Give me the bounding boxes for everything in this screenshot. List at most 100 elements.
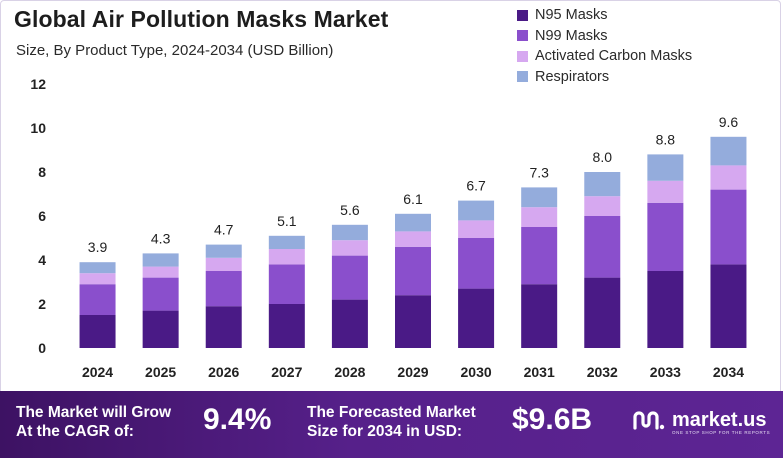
- bar-segment: [395, 231, 431, 247]
- bar-segment: [584, 196, 621, 216]
- x-tick-label: 2027: [271, 364, 302, 380]
- forecast-label-line2: Size for 2034 in USD:: [307, 423, 463, 440]
- legend-item-activated-carbon: Activated Carbon Masks: [517, 46, 692, 67]
- bar-segment: [584, 277, 621, 348]
- bar-segment: [521, 207, 558, 227]
- y-tick-label: 6: [38, 208, 46, 224]
- bar-total-label: 8.8: [656, 131, 676, 147]
- bar-segment: [79, 315, 116, 348]
- x-tick-label: 2030: [461, 364, 492, 380]
- legend-swatch-n99: [517, 30, 528, 42]
- bar-segment: [521, 227, 558, 285]
- legend-label-n99: N99 Masks: [535, 27, 608, 44]
- y-tick-label: 12: [30, 76, 46, 92]
- bar-segment: [458, 200, 495, 221]
- bar-segment: [331, 240, 368, 256]
- bar-segment: [647, 202, 684, 271]
- bar-segment: [205, 257, 242, 271]
- bar-segment: [584, 216, 621, 278]
- bar-segment: [458, 220, 495, 238]
- bar-segment: [268, 249, 305, 265]
- brand-name: market.us: [672, 409, 767, 431]
- bar-segment: [647, 180, 684, 203]
- legend-label-n95: N95 Masks: [535, 7, 608, 24]
- bar-segment: [268, 235, 305, 249]
- y-tick-label: 8: [38, 164, 46, 180]
- footer-banner: The Market will Grow At the CAGR of: 9.4…: [0, 391, 783, 458]
- brand-tagline: ONE STOP SHOP FOR THE REPORTS: [672, 430, 771, 435]
- x-tick-label: 2029: [397, 364, 428, 380]
- bar-segment: [395, 213, 431, 232]
- bar-segment: [710, 189, 747, 265]
- x-tick-label: 2025: [145, 364, 176, 380]
- bar-total-label: 6.1: [403, 191, 423, 207]
- bar-segment: [142, 310, 179, 348]
- bar-segment: [142, 253, 179, 267]
- bar-segment: [331, 299, 368, 348]
- cagr-label: The Market will Grow At the CAGR of:: [16, 403, 171, 441]
- bar-segment: [647, 271, 684, 348]
- bar-segment: [521, 284, 558, 348]
- bar-segment: [79, 284, 116, 315]
- bar-segment: [142, 277, 179, 311]
- bar-segment: [647, 154, 684, 181]
- y-tick-label: 2: [38, 296, 46, 312]
- forecast-value: $9.6B: [512, 403, 593, 436]
- forecast-label-line1: The Forecasted Market: [307, 404, 476, 421]
- bar-segment: [521, 187, 558, 208]
- bar-segment: [710, 165, 747, 190]
- bar-segment: [395, 295, 431, 348]
- bar-segment: [79, 273, 116, 285]
- legend-item-n95: N95 Masks: [517, 5, 692, 26]
- bar-segment: [331, 255, 368, 300]
- legend-swatch-activated-carbon: [517, 50, 528, 62]
- bar-total-label: 5.1: [277, 213, 297, 229]
- brand-logo[interactable]: market.us ONE STOP SHOP FOR THE REPORTS: [632, 408, 771, 435]
- legend-swatch-respirators: [517, 71, 528, 83]
- x-tick-label: 2026: [208, 364, 239, 380]
- chart-subtitle: Size, By Product Type, 2024-2034 (USD Bi…: [16, 42, 334, 59]
- bar-segment: [458, 238, 495, 289]
- legend-label-activated-carbon: Activated Carbon Masks: [535, 48, 693, 65]
- y-tick-label: 0: [38, 340, 46, 356]
- bar-segment: [205, 244, 242, 258]
- bar-segment: [331, 224, 368, 241]
- x-tick-label: 2028: [334, 364, 365, 380]
- legend-item-respirators: Respirators: [517, 67, 692, 88]
- chart-title: Global Air Pollution Masks Market: [14, 6, 389, 32]
- legend-label-respirators: Respirators: [535, 68, 610, 85]
- y-tick-label: 10: [30, 120, 46, 136]
- bar-total-label: 8.0: [593, 149, 613, 165]
- chart-legend: N95 Masks N99 Masks Activated Carbon Mas…: [517, 5, 692, 87]
- bar-segment: [395, 246, 431, 296]
- bar-total-label: 6.7: [466, 178, 486, 194]
- bar-segment: [268, 264, 305, 304]
- bar-segment: [458, 288, 495, 348]
- legend-item-n99: N99 Masks: [517, 26, 692, 47]
- x-tick-label: 2034: [713, 364, 744, 380]
- bar-total-label: 9.6: [719, 114, 739, 130]
- cagr-label-line2: At the CAGR of:: [16, 423, 134, 440]
- x-tick-label: 2032: [587, 364, 618, 380]
- bar-total-label: 4.7: [214, 222, 234, 238]
- bar-segment: [710, 136, 747, 166]
- x-tick-label: 2031: [524, 364, 555, 380]
- y-tick-label: 4: [38, 252, 46, 268]
- forecast-label: The Forecasted Market Size for 2034 in U…: [307, 403, 476, 441]
- stacked-bar-chart: 0 2 4 6 8 10 12 3.9 2024 4.3 2025 4.7 2026 5.1 2027 5.6…: [30, 76, 747, 380]
- bar-total-label: 4.3: [151, 230, 171, 246]
- bar-total-label: 5.6: [340, 202, 360, 218]
- x-tick-label: 2033: [650, 364, 681, 380]
- bar-segment: [268, 304, 305, 348]
- bar-segment: [205, 306, 242, 348]
- cagr-label-line1: The Market will Grow: [16, 404, 172, 421]
- bar-segment: [584, 172, 621, 197]
- x-tick-label: 2024: [82, 364, 113, 380]
- bar-total-label: 7.3: [529, 164, 549, 180]
- bar-segment: [142, 266, 179, 278]
- bar-segment: [205, 271, 242, 307]
- bar-total-label: 3.9: [88, 239, 108, 255]
- legend-swatch-n95: [517, 9, 528, 21]
- bar-segment: [710, 264, 747, 348]
- market-us-logo-icon: [633, 411, 665, 430]
